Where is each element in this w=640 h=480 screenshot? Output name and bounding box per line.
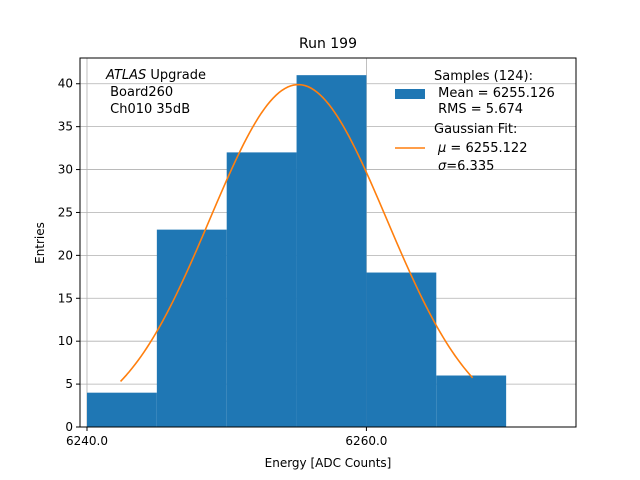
legend-samples-mean: Mean = 6255.126	[434, 86, 555, 101]
annotation-board: Board260	[106, 85, 173, 100]
histogram-bars	[86, 75, 507, 428]
y-tick-label: 0	[65, 420, 73, 434]
legend-mu-value: = 6255.122	[446, 141, 527, 156]
y-tick-label: 40	[58, 77, 73, 91]
fit-curve	[119, 83, 474, 382]
histogram-bar	[226, 152, 297, 427]
y-tick-label: 30	[58, 163, 73, 177]
legend-fit-mu: μ = 6255.122	[437, 141, 527, 156]
plot-frame	[79, 57, 577, 428]
annotation-atlas: ATLAS	[105, 68, 146, 83]
legend-fit-sigma: σ=6.335	[438, 159, 494, 174]
legend-samples-rms: RMS = 5.674	[434, 102, 523, 117]
legend-fit-title: Gaussian Fit:	[434, 122, 517, 137]
chart-title: Run 199	[299, 36, 357, 52]
annotation-line-1: ATLAS Upgrade	[105, 68, 206, 83]
x-tick-label: 6240.0	[66, 434, 108, 448]
x-axis-label: Energy [ADC Counts]	[265, 456, 392, 470]
histogram-bar	[86, 392, 157, 427]
y-tick-label: 35	[58, 120, 73, 134]
legend-mu-symbol: μ	[437, 141, 446, 156]
annotation-upgrade: Upgrade	[146, 68, 206, 83]
legend-bar-swatch	[395, 89, 425, 99]
histogram-bar	[366, 272, 437, 427]
x-tick-label: 6260.0	[345, 434, 387, 448]
y-tick-label: 25	[58, 205, 73, 219]
gaussian-fit	[119, 83, 474, 382]
y-tick-label: 20	[58, 248, 73, 262]
legend-sigma-symbol: σ	[438, 159, 447, 174]
legend-sigma-value: =6.335	[446, 159, 494, 174]
y-axis-label: Entries	[33, 222, 47, 264]
histogram-bar	[296, 75, 367, 428]
atlas-annotation: ATLAS Upgrade Board260 Ch010 35dB	[105, 68, 206, 117]
histogram-bar	[436, 375, 507, 427]
y-ticks: 0 5 10 15 20 25 30 35 40	[58, 77, 80, 434]
legend: Samples (124): Mean = 6255.126 RMS = 5.6…	[395, 69, 555, 174]
y-tick-label: 15	[58, 291, 73, 305]
annotation-channel: Ch010 35dB	[106, 102, 190, 117]
y-tick-label: 10	[58, 334, 73, 348]
legend-samples-title: Samples (124):	[434, 69, 533, 84]
y-tick-label: 5	[65, 377, 73, 391]
x-ticks: 6240.0 6260.0	[66, 427, 387, 448]
